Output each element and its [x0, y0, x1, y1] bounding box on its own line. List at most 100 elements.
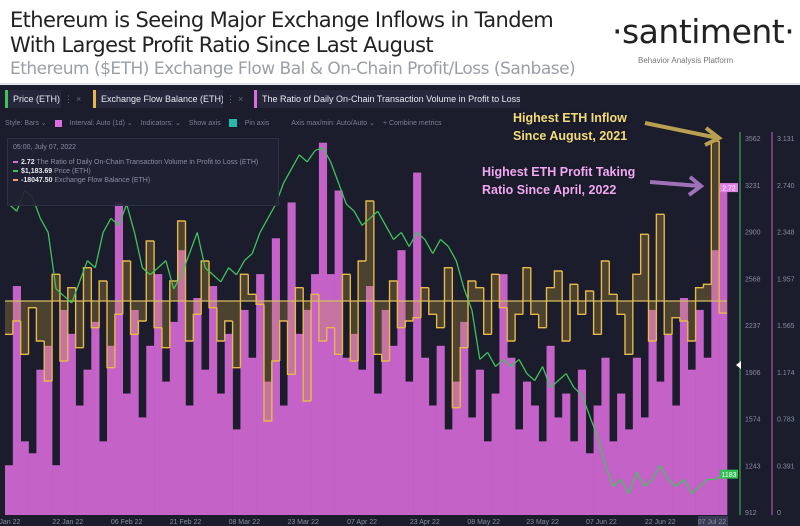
title-line-2: With Largest Profit Ratio Since Last Aug… [10, 33, 434, 57]
ratio-bar [452, 381, 461, 515]
axis-maxmin-select[interactable]: Axis max/min: Auto/Auto ⌄ [291, 120, 375, 127]
ratio-bar [366, 286, 375, 515]
price-line-segment [440, 239, 449, 248]
ratio-bar [358, 369, 367, 515]
tab-price[interactable]: Price (ETH) [5, 90, 61, 108]
ratio-bar [295, 333, 304, 515]
ratio-bar [44, 345, 53, 515]
tab-profit-loss-ratio[interactable]: The Ratio of Daily On-Chain Transaction … [254, 90, 520, 108]
flow-step [428, 287, 437, 316]
flow-step [569, 283, 578, 341]
ratio-bar [201, 369, 210, 515]
x-axis-tick: 07 Jun 22 [586, 519, 617, 526]
price-axis-tick: 3562 [745, 136, 761, 143]
ratio-bar [577, 369, 587, 515]
show-axis-checkbox[interactable] [228, 119, 237, 127]
flow-step [67, 286, 76, 361]
price-line-segment [298, 154, 308, 163]
annotation-profit-ratio: Highest ETH Profit Taking Ratio Since Apr… [482, 165, 636, 197]
flow-step [490, 273, 500, 335]
flow-step [616, 294, 625, 316]
style-select[interactable]: Style: Bars ⌄ [5, 120, 47, 127]
interval-select[interactable]: Interval: Auto (1d) ⌄ [69, 120, 133, 127]
flow-step [333, 327, 343, 356]
price-line-segment [314, 147, 324, 152]
price-line-segment [534, 366, 544, 381]
ratio-bar [522, 381, 532, 515]
flow-step [506, 307, 516, 342]
flow-step [310, 293, 319, 401]
flow-step [145, 240, 155, 321]
price-line-segment [691, 485, 700, 495]
price-axis-tick: 2568 [745, 276, 761, 283]
ratio-bar [515, 429, 524, 515]
flow-step [530, 267, 539, 316]
flow-step [90, 267, 100, 329]
tab-flow-close-icon[interactable]: × [238, 94, 244, 104]
ratio-bar [397, 250, 406, 515]
flow-step [663, 214, 673, 336]
show-axis-label: Show axis [188, 119, 221, 127]
annotation-arrow-inflow [644, 121, 719, 140]
flow-step [514, 313, 523, 341]
price-line-segment [526, 373, 536, 382]
price-line-segment [86, 260, 96, 269]
chart-tooltip: 05:00, July 07, 2022 2.72 The Ratio of D… [7, 138, 279, 206]
flow-step [357, 260, 366, 361]
ratio-bar [91, 321, 100, 515]
ratio-bar [67, 333, 76, 515]
flow-step [184, 221, 194, 342]
price-line-segment [644, 478, 653, 487]
ratio-axis-tick: 0.783 [777, 417, 795, 424]
flow-step [263, 304, 272, 422]
ratio-bar [326, 274, 335, 515]
toolbar: Style: Bars ⌄ Interval: Auto (1d) ⌄ Indi… [5, 117, 441, 129]
flow-step [561, 271, 571, 342]
price-line-segment [471, 309, 481, 360]
pin-axis-toggle[interactable]: Pin axis [244, 119, 270, 127]
tab-price-close-icon[interactable]: × [76, 94, 82, 104]
price-line-segment [63, 295, 73, 304]
indicators-select[interactable]: Indicators: ⌄ [140, 120, 181, 127]
flow-step [467, 280, 476, 348]
tab-flow-menu-icon[interactable]: ⋮ [226, 94, 235, 104]
ratio-current-badge [720, 183, 738, 193]
ratio-bar [12, 286, 21, 515]
ratio-bar [672, 405, 681, 515]
x-axis-tick: 07 Jul 22 [698, 519, 727, 526]
combine-metrics-button[interactable]: + Combine metrics [382, 119, 442, 127]
price-line-segment [39, 218, 49, 233]
tab-price-menu-icon[interactable]: ⋮ [64, 94, 73, 104]
flow-step [451, 267, 461, 409]
ratio-bar [640, 417, 649, 515]
x-axis-tick: 06 Feb 22 [111, 519, 143, 526]
price-line-segment [188, 232, 198, 254]
arrow-head-profit-icon [687, 175, 705, 197]
ratio-bar [530, 405, 539, 515]
flow-step [137, 320, 147, 335]
price-line-segment [675, 478, 685, 487]
ratio-bar [75, 405, 84, 515]
price-line-segment [667, 478, 677, 487]
ratio-bar [59, 309, 69, 515]
ratio-axis-tick: 1.957 [777, 276, 795, 283]
ratio-axis-tick: 1.174 [777, 370, 795, 377]
tab-exchange-flow[interactable]: Exchange Flow Balance (ETH) [93, 90, 223, 108]
price-line-segment [330, 161, 340, 184]
price-line-segment [565, 373, 575, 388]
ratio-bar [193, 297, 202, 515]
x-axis-tick: 23 May 22 [526, 519, 559, 526]
flow-step [19, 321, 29, 356]
price-line-segment [636, 472, 646, 487]
ratio-bar [679, 297, 689, 515]
price-axis-tick: 3231 [745, 183, 761, 190]
color-swatch[interactable] [54, 119, 62, 127]
ratio-bar [185, 405, 194, 515]
ratio-bar [138, 417, 147, 515]
flow-step [459, 346, 469, 408]
ratio-bar [107, 345, 116, 515]
price-line-segment [212, 274, 222, 283]
flow-step [35, 307, 45, 342]
flow-step [169, 280, 178, 348]
